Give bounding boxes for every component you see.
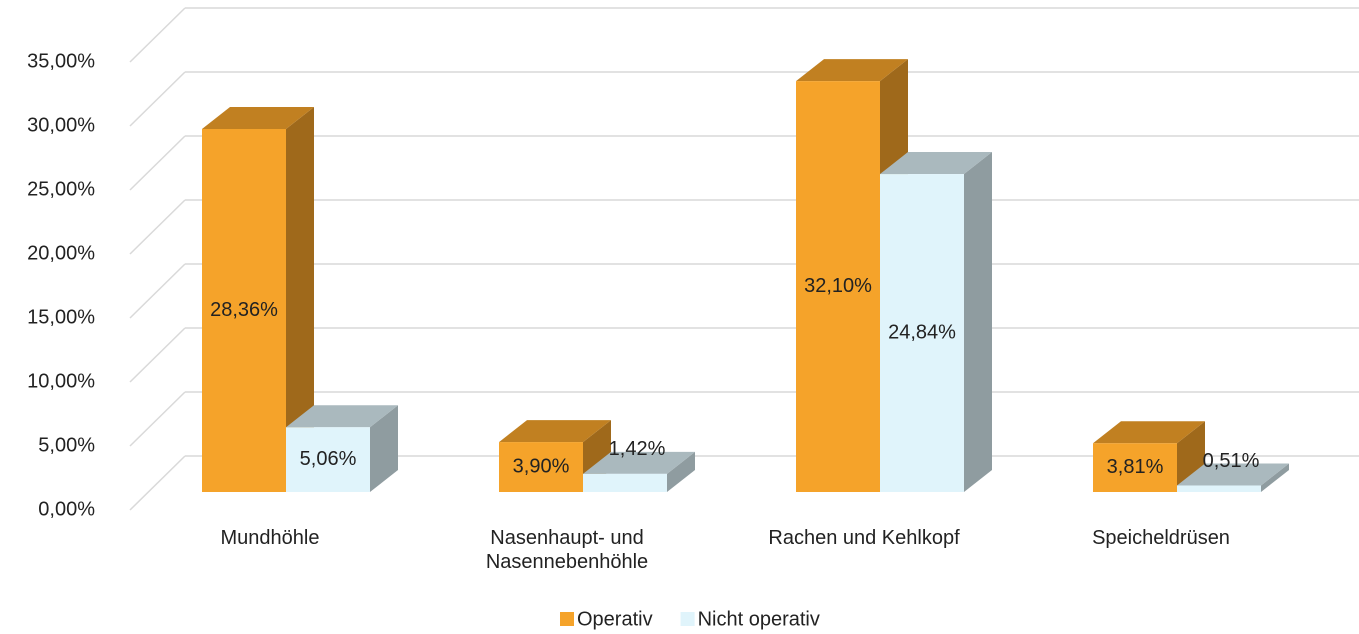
y-tick-label: 30,00% [27,114,95,136]
grid-line-depth [129,391,186,447]
grid-line-depth [129,7,186,63]
data-label: 3,81% [1107,456,1164,478]
bar [583,473,667,492]
y-tick-label: 10,00% [27,370,95,392]
bar-side [1261,463,1289,492]
bar-side [370,405,398,492]
legend-swatch [560,612,574,626]
grid-line-depth [129,71,186,127]
x-tick-label: Rachen und Kehlkopf [768,527,960,549]
bar-side [667,451,695,492]
bar [880,174,964,492]
grid-line-depth [129,327,186,383]
x-tick-label: Speicheldrüsen [1092,527,1230,549]
bar-side [286,106,314,492]
bar-top [286,405,398,428]
data-label: 1,42% [609,438,666,460]
bar-side [964,152,992,492]
data-label: 5,06% [300,448,357,470]
bar-top [1093,421,1205,444]
grid-line-depth [129,455,186,511]
data-label: 32,10% [804,275,872,297]
bar-top [1177,463,1289,486]
bar-top [202,106,314,129]
legend-swatch [680,612,695,626]
y-tick-label: 0,00% [38,498,95,520]
data-label: 3,90% [513,455,570,477]
bar-top [499,420,611,443]
data-label: 24,84% [888,321,956,343]
bar [1093,443,1177,492]
bar [796,81,880,493]
bar [1177,485,1261,492]
legend-label: Operativ [577,608,653,630]
x-tick-label: Nasenhaupt- und Nasennebenhöhle [485,527,649,573]
x-tick-label: Mundhöhle [220,527,320,549]
grid-line-depth [129,263,186,319]
bar [202,128,286,492]
bar-top [796,59,908,82]
bar [499,442,583,492]
y-tick-label: 25,00% [27,178,95,200]
grid-line-depth [129,199,186,255]
bar-top [583,451,695,474]
data-label: 0,51% [1203,450,1260,472]
y-tick-label: 5,00% [38,434,95,456]
legend-label: Nicht operativ [698,608,820,630]
bar-top [880,152,992,175]
grid-line-depth [129,135,186,191]
bar [286,427,370,492]
y-tick-label: 35,00% [27,50,95,72]
y-tick-label: 15,00% [27,306,95,328]
data-label: 28,36% [210,299,278,321]
y-tick-label: 20,00% [27,242,95,264]
